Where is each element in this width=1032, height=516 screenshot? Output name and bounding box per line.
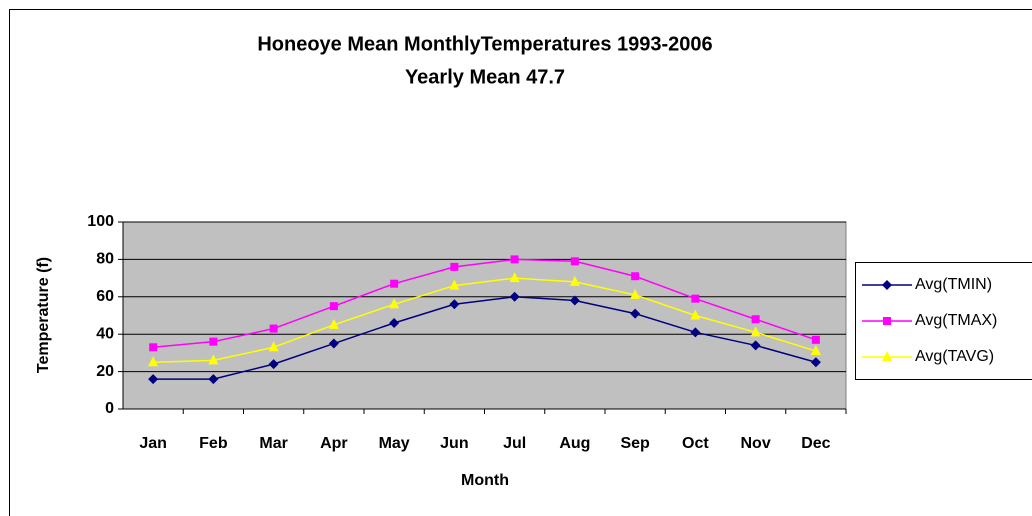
marker — [509, 272, 520, 283]
series-line — [153, 277, 817, 363]
x-tick-label: Feb — [199, 435, 228, 452]
marker — [751, 315, 760, 324]
x-tick-label: Apr — [320, 435, 348, 452]
marker — [149, 343, 158, 352]
x-tick-label: Jun — [440, 435, 468, 452]
y-axis-label: Temperature (f) — [35, 257, 52, 373]
x-tick-label: Jan — [139, 435, 167, 452]
series-line — [153, 296, 817, 380]
x-tick-label: Aug — [559, 435, 590, 452]
x-tick-label: Sep — [620, 435, 650, 452]
x-tick-label: Dec — [801, 435, 830, 452]
marker — [750, 340, 761, 351]
x-axis-label: Month — [461, 472, 509, 489]
marker — [208, 354, 219, 365]
marker — [883, 317, 891, 325]
marker — [268, 359, 279, 370]
marker — [148, 374, 159, 385]
x-tick-label: Jul — [503, 435, 526, 452]
marker — [630, 288, 641, 299]
marker — [208, 374, 219, 385]
marker — [328, 318, 339, 329]
marker — [750, 326, 761, 337]
legend-label: Avg(TMAX) — [915, 312, 997, 329]
y-tick-label: 20 — [96, 363, 114, 380]
chart-title: Honeoye Mean MonthlyTemperatures 1993-20… — [257, 33, 712, 55]
marker — [630, 308, 641, 319]
y-tick-label: 100 — [87, 213, 114, 230]
marker — [690, 327, 701, 338]
marker — [570, 257, 579, 266]
marker — [449, 279, 460, 290]
marker — [811, 335, 820, 344]
marker — [882, 351, 892, 361]
marker — [269, 324, 278, 333]
marker — [389, 317, 400, 328]
marker — [329, 302, 338, 311]
x-tick-label: Mar — [259, 435, 287, 452]
marker — [810, 345, 821, 356]
marker — [209, 337, 218, 346]
chart-subtitle: Yearly Mean 47.7 — [405, 66, 565, 88]
y-tick-label: 60 — [96, 288, 114, 305]
marker — [449, 299, 460, 310]
marker — [569, 275, 580, 286]
x-tick-label: Oct — [682, 435, 709, 452]
y-tick-label: 80 — [96, 251, 114, 268]
marker — [569, 295, 580, 306]
marker — [691, 294, 700, 303]
plot-area — [122, 221, 847, 410]
marker — [328, 338, 339, 349]
marker — [148, 356, 159, 367]
marker — [631, 272, 640, 281]
y-tick-label: 40 — [96, 325, 114, 342]
x-tick-label: May — [379, 435, 410, 452]
series-line — [153, 258, 817, 349]
marker — [450, 262, 459, 271]
marker — [268, 341, 279, 352]
y-tick-label: 0 — [105, 400, 114, 417]
marker — [810, 357, 821, 368]
marker — [509, 291, 520, 302]
x-tick-label: Nov — [741, 435, 771, 452]
legend-label: Avg(TAVG) — [915, 348, 994, 365]
marker — [389, 298, 400, 309]
legend-label: Avg(TMIN) — [915, 276, 992, 293]
marker — [390, 279, 399, 288]
marker — [510, 255, 519, 264]
marker — [882, 280, 892, 290]
marker — [690, 309, 701, 320]
